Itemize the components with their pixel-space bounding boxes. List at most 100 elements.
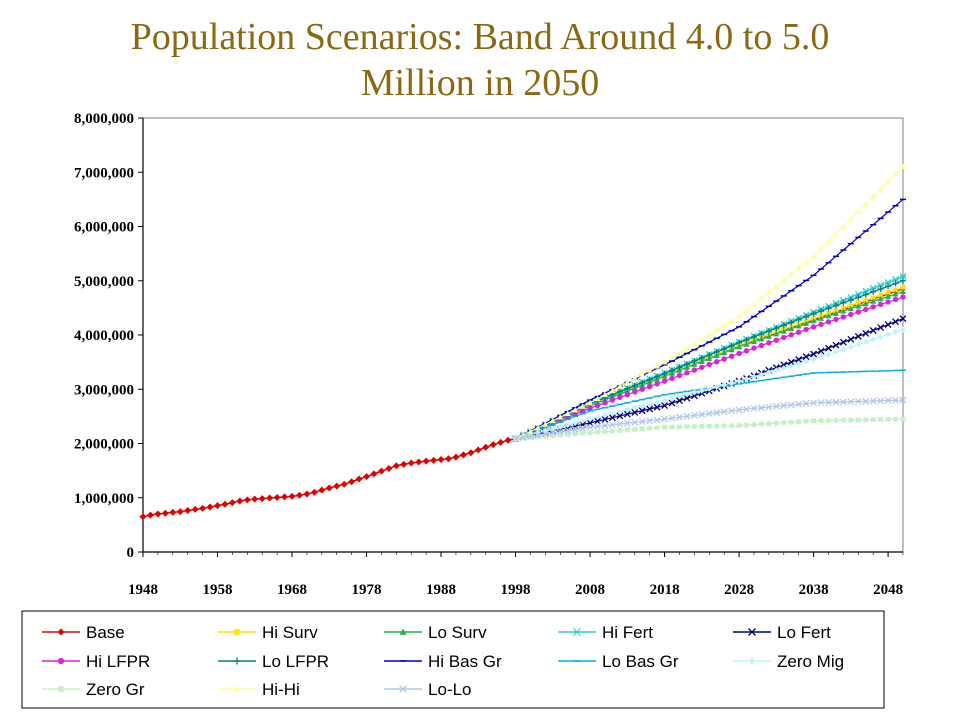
data-point	[661, 415, 669, 423]
data-point	[616, 383, 623, 389]
data-point	[750, 338, 757, 345]
data-point	[870, 193, 877, 200]
data-point	[631, 375, 638, 381]
base-history-point	[422, 457, 430, 465]
data-point	[765, 328, 772, 335]
data-point	[542, 433, 548, 439]
base-history-point	[489, 441, 497, 449]
data-point	[705, 410, 713, 418]
data-point	[825, 319, 832, 325]
x-tick-label: 2048	[873, 582, 903, 598]
data-point	[624, 385, 631, 392]
data-point	[699, 364, 705, 370]
data-point	[892, 275, 899, 283]
series-zero-mig	[512, 326, 906, 442]
data-point	[661, 397, 668, 404]
data-point	[653, 416, 661, 424]
data-point	[639, 402, 646, 409]
data-point	[758, 371, 765, 378]
data-point	[884, 397, 892, 405]
data-point	[698, 411, 706, 418]
base-history-point	[176, 508, 184, 516]
data-point	[892, 171, 899, 177]
chart-legend: Base Hi Surv Lo Surv Hi Fert Lo Fert Hi LFPR L…	[21, 610, 885, 709]
chart-axes: 0 1,000,000 2,000,000 3,000,000 4,000,000 5,0…	[74, 111, 904, 598]
data-point	[706, 351, 713, 358]
base-history-point	[310, 488, 318, 496]
data-point	[780, 277, 787, 283]
data-point	[654, 425, 660, 431]
data-point	[802, 353, 810, 361]
data-point	[854, 397, 862, 405]
data-point	[721, 356, 727, 362]
data-point	[900, 416, 906, 422]
data-point	[759, 421, 764, 427]
data-point	[608, 421, 616, 429]
base-history-point	[407, 459, 415, 467]
data-point	[631, 404, 638, 411]
data-point	[609, 387, 616, 394]
x-tick-label: 1998	[501, 582, 531, 598]
data-point	[877, 281, 885, 289]
x-tick-label: 1978	[352, 582, 382, 598]
base-history-point	[437, 456, 445, 464]
base-history-point	[199, 504, 207, 512]
data-point	[833, 417, 839, 423]
base-history-point	[303, 490, 311, 498]
data-point	[795, 265, 802, 271]
data-point	[639, 386, 645, 392]
data-point	[818, 321, 824, 328]
data-point	[631, 418, 639, 426]
data-point	[714, 359, 720, 365]
y-tick-label: 3,000,000	[74, 382, 134, 398]
data-point	[854, 332, 862, 340]
base-history-point	[363, 473, 371, 481]
data-point	[817, 347, 825, 355]
data-point	[803, 358, 810, 365]
data-point	[683, 391, 690, 398]
data-point	[564, 410, 571, 416]
data-point	[661, 378, 668, 384]
data-point	[698, 336, 705, 342]
data-point	[803, 418, 809, 424]
data-point	[691, 389, 698, 396]
y-tick-label: 8,000,000	[74, 111, 134, 127]
legend-item: Zero Gr	[42, 680, 145, 699]
data-point	[721, 345, 728, 352]
data-point	[557, 414, 564, 420]
data-point	[721, 322, 728, 328]
data-point	[519, 434, 527, 441]
data-point	[833, 316, 839, 323]
data-point	[729, 423, 735, 429]
data-point	[601, 391, 608, 398]
x-tick-label: 2028	[724, 582, 754, 598]
data-point	[691, 340, 698, 347]
data-point	[788, 325, 795, 332]
data-point	[580, 430, 586, 436]
data-point	[825, 344, 832, 352]
data-point	[877, 324, 885, 332]
data-point	[624, 406, 631, 413]
base-history-point	[333, 482, 341, 490]
data-point	[892, 280, 899, 287]
base-history-point	[415, 458, 423, 466]
data-point	[810, 253, 817, 259]
data-point	[787, 358, 795, 366]
data-point	[832, 302, 839, 309]
data-point	[587, 416, 594, 423]
base-history-point	[169, 508, 177, 516]
data-point	[736, 339, 743, 346]
data-point	[676, 397, 683, 405]
data-point	[639, 371, 646, 377]
data-point	[855, 341, 862, 348]
base-history-point	[385, 464, 393, 472]
data-point	[796, 419, 802, 425]
data-point	[885, 290, 891, 295]
base-history-point	[266, 494, 274, 502]
legend-swatch-marker	[58, 686, 64, 692]
x-tick-label: 2008	[575, 582, 605, 598]
data-point	[855, 208, 862, 214]
data-point	[795, 329, 802, 335]
data-point	[646, 417, 654, 425]
